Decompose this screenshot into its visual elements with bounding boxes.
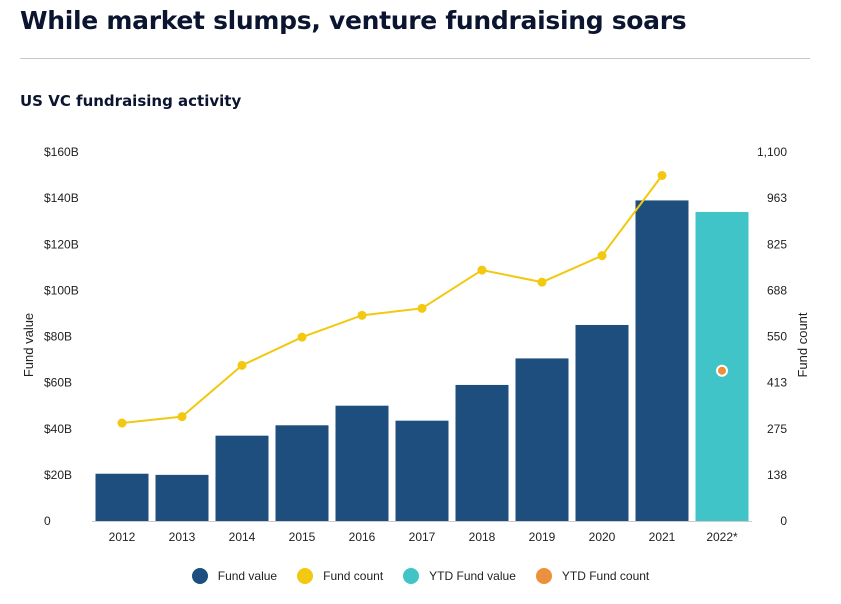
fund-value-bar (275, 425, 329, 521)
fund-value-bar (515, 358, 569, 521)
fund-count-point (357, 310, 367, 320)
ytd-fund-count-point (716, 364, 728, 377)
y-left-tick-label: $80B (44, 330, 72, 344)
chart-canvas: 0 $20B $40B $60B $80B $100B $120B $140B $160B 0 13… (21, 145, 810, 544)
y-left-tick-label: $160B (44, 145, 79, 159)
x-tick-label: 2013 (169, 530, 196, 544)
y-right-tick-label: 550 (767, 330, 787, 344)
fund-count-point (657, 170, 667, 180)
x-tick-label: 2016 (349, 530, 376, 544)
y-left-tick-label: $60B (44, 376, 72, 390)
fund-value-bar (155, 474, 209, 521)
y-left-tick-label: $140B (44, 191, 79, 205)
legend: Fund value Fund count YTD Fund value YTD… (0, 566, 841, 586)
y-right-tick-label: 963 (767, 191, 787, 205)
y-right-axis-title: Fund count (795, 312, 810, 377)
fund-count-point (117, 418, 127, 428)
y-right-tick-label: 1,100 (757, 145, 787, 159)
legend-label-fund-value: Fund value (217, 569, 278, 583)
legend-swatch-fund-count (297, 568, 314, 584)
legend-label-ytd-fund-count: YTD Fund count (561, 569, 650, 583)
fund-value-bar (635, 200, 689, 521)
y-right-tick-label: 688 (767, 283, 787, 297)
y-left-tick-label: $40B (44, 422, 72, 436)
fund-count-point (417, 303, 427, 313)
x-tick-label: 2019 (529, 530, 556, 544)
y-left-tick-label: $20B (44, 468, 72, 482)
fund-value-bar (215, 435, 269, 521)
legend-label-fund-count: Fund count (323, 569, 384, 583)
y-right-tick-label: 0 (780, 514, 787, 528)
chart-title: US VC fundraising activity (20, 92, 242, 110)
y-left-tick-label: $120B (44, 237, 79, 251)
fund-value-bar (335, 405, 389, 521)
legend-item-ytd-fund-count: YTD Fund count (535, 568, 650, 584)
y-left-axis-title: Fund value (21, 313, 36, 377)
fund-count-line (121, 174, 663, 425)
x-tick-label: 2017 (409, 530, 436, 544)
legend-item-fund-value: Fund value (191, 568, 278, 584)
x-tick-label: 2021 (649, 530, 676, 544)
headline: While market slumps, venture fundraising… (20, 6, 687, 35)
fund-count-point (537, 277, 547, 287)
legend-swatch-ytd-fund-count (535, 568, 552, 584)
y-right-tick-label: 825 (767, 237, 787, 251)
y-left-tick-label: $100B (44, 283, 79, 297)
legend-label-ytd-fund-value: YTD Fund value (429, 569, 516, 583)
y-right-tick-label: 138 (767, 468, 787, 482)
fund-count-point (477, 265, 487, 275)
fund-count-point (597, 251, 607, 261)
x-tick-label: 2012 (109, 530, 136, 544)
y-right-tick-label: 413 (767, 376, 787, 390)
fund-count-point (177, 412, 187, 422)
fund-value-bar (395, 420, 449, 521)
x-tick-label: 2020 (589, 530, 616, 544)
y-left-tick-label: 0 (44, 514, 51, 528)
fund-value-bar (95, 473, 149, 521)
legend-item-fund-count: Fund count (297, 568, 383, 584)
x-tick-label: 2018 (469, 530, 496, 544)
legend-item-ytd-fund-value: YTD Fund value (403, 568, 516, 584)
fund-value-bar (455, 384, 509, 521)
legend-swatch-fund-value (191, 568, 208, 584)
fund-count-point (297, 332, 307, 342)
fund-count-point (237, 360, 247, 370)
divider (20, 58, 810, 59)
legend-swatch-ytd-fund-value (403, 568, 420, 584)
x-tick-label: 2014 (229, 530, 256, 544)
x-tick-label: 2015 (289, 530, 316, 544)
fund-value-bar (575, 324, 629, 521)
x-tick-label: 2022* (706, 530, 738, 544)
y-right-tick-label: 275 (767, 422, 787, 436)
